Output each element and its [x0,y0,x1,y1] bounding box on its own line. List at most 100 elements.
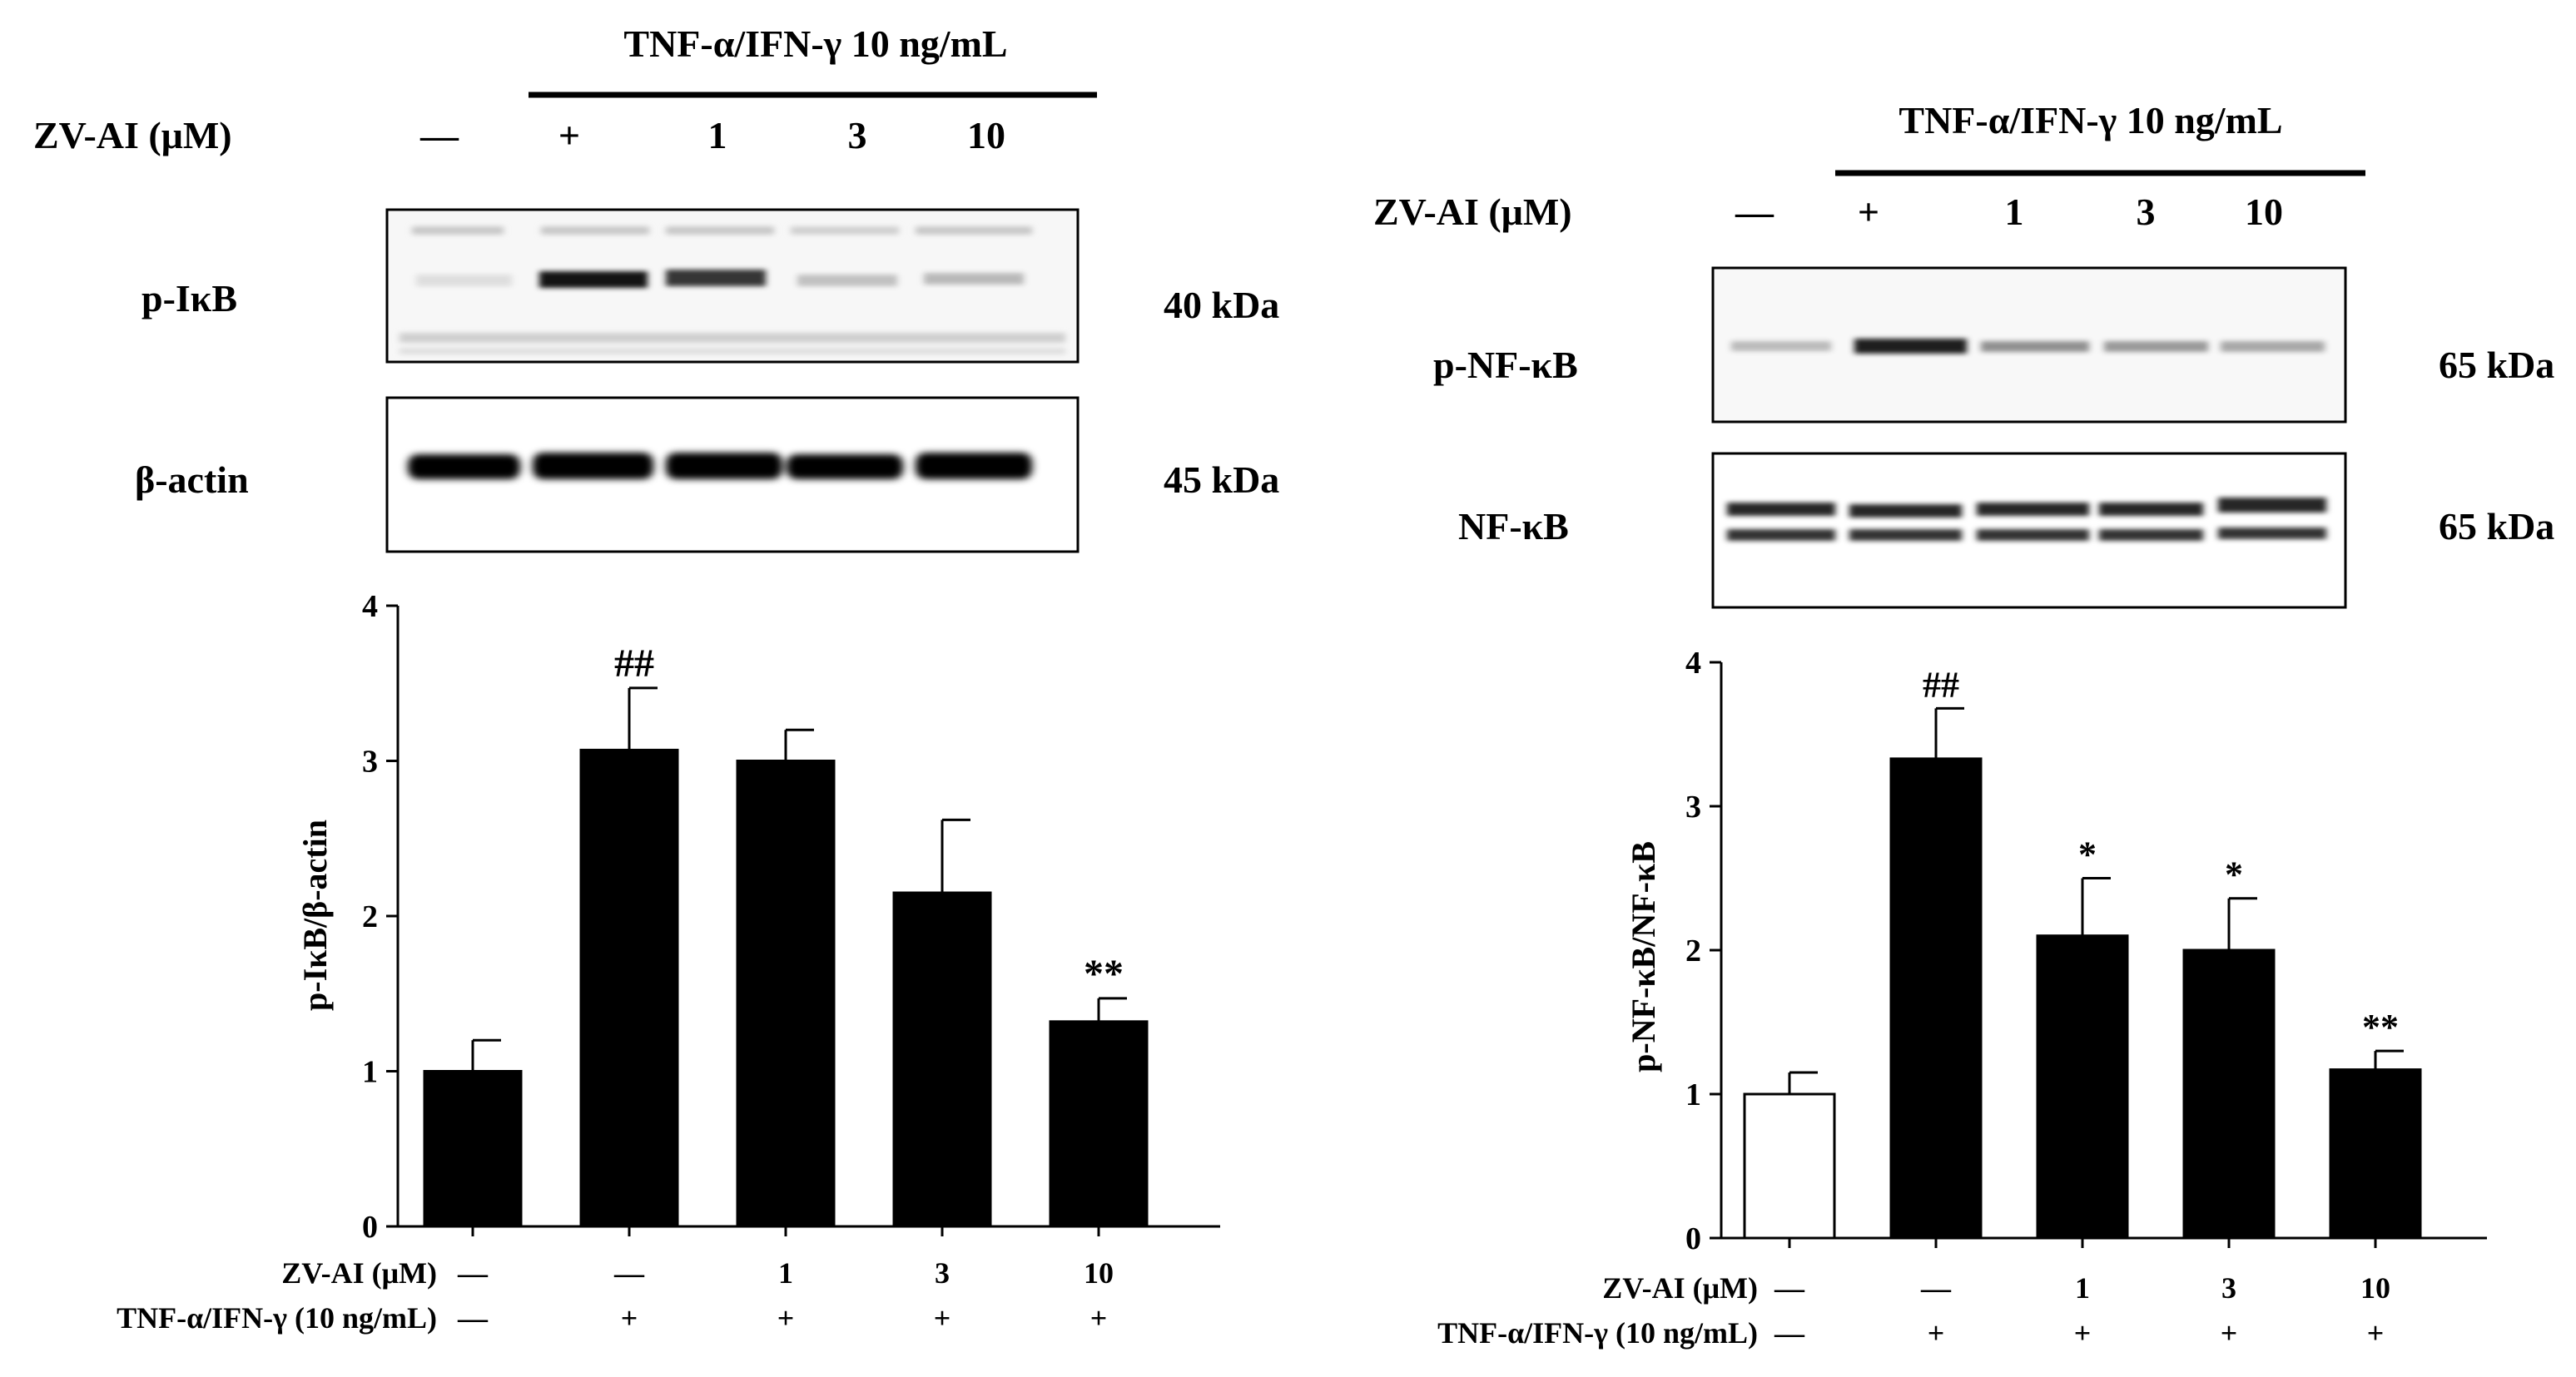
lane-label: 3 [848,114,867,156]
y-axis-label: p-NF-κB/NF-κB [1625,841,1662,1072]
significance-label: ## [1923,664,1959,705]
blot-size-beta-actin: 45 kDa [1164,458,1279,501]
band-p-ikb-lane-1 [416,275,512,286]
band-beta-actin-lane-5 [916,453,1032,479]
table-cell: 1 [778,1256,793,1290]
lane-label: — [419,114,459,156]
y-tick-label: 4 [362,589,378,624]
table-row-label: TNF-α/IFN-γ (10 ng/mL) [1437,1316,1758,1350]
table-cell: 3 [935,1256,950,1290]
band-beta-actin-lane-2 [533,453,653,479]
blot-panel-left: TNF-α/IFN-γ 10 ng/mL ZV-AI (μM) — + 1 3 … [33,22,1279,553]
table-cell: + [2074,1316,2092,1350]
table-cell: — [457,1256,489,1290]
band-beta-actin-lane-4 [787,454,903,479]
y-tick-label: 0 [1685,1221,1701,1256]
bar-chart-p-nfkb: p-NF-κB/NF-κB 0 1 2 3 4 — — ## — + * 1 + * 3 + ** 10 + ZV-… [1437,646,2487,1350]
band-nfkb-lane-3 [1977,503,2089,516]
band-p-nfkb-lane-2 [1854,339,1967,354]
band-p-nfkb-lane-5 [2221,341,2325,352]
table-cell: — [1774,1316,1805,1350]
band-nfkb-lane-5 [2218,498,2326,513]
significance-label: ## [614,641,654,686]
bar [2036,934,2129,1240]
blot-label-p-ikb: p-IκB [141,277,237,319]
band-p-ikb-lane-2 [539,271,648,288]
band-beta-actin-lane-1 [408,454,520,479]
lane-label: 10 [967,114,1005,156]
table-cell: + [1928,1316,1945,1350]
table-cell: 10 [1084,1256,1114,1290]
table-cell: + [777,1301,795,1335]
table-cell: 1 [2075,1271,2090,1305]
bar-chart-p-ikb: p-IκB/β-actin 0 1 2 3 4 — — ## — +1 +3 + ** 10 + ZV-AI… [117,589,1220,1335]
table-cell: + [621,1301,638,1335]
lane-label: 1 [2005,191,2024,233]
blot-bands-p-ikb [400,226,1065,354]
band-nfkb-lane-1 [1727,503,1835,516]
y-tick-label: 0 [362,1210,378,1245]
band-nfkb-lane-4 [2099,503,2203,516]
band-beta-actin-lane-3 [666,453,782,479]
bar [1889,757,1983,1240]
zv-ai-row-label: ZV-AI (μM) [33,114,232,156]
table-cell: — [613,1256,645,1290]
bar [2329,1068,2422,1240]
lane-label: 10 [2245,191,2283,233]
band-nfkb-lane-2 [1849,504,1962,518]
blot-band-row [416,270,1024,288]
y-tick-label: 3 [362,745,378,780]
lane-label: 1 [708,114,727,156]
table-cell: — [1774,1271,1805,1305]
band-p-ikb-lane-4 [797,275,897,286]
y-tick-label: 1 [362,1055,378,1090]
table-cell: — [1920,1271,1952,1305]
blot-size-p-ikb: 40 kDa [1164,284,1279,326]
lane-label: + [558,114,580,156]
blot-size-p-nfkb: 65 kDa [2439,344,2554,386]
blot-label-p-nfkb: p-NF-κB [1433,344,1578,386]
y-tick-label: 2 [1685,934,1701,968]
blot-label-nfkb: NF-κB [1458,505,1569,547]
blot-band-row [1727,498,2326,541]
significance-label: ** [1084,952,1124,996]
y-tick-label: 3 [1685,790,1701,825]
blot-label-beta-actin: β-actin [135,458,249,501]
bar [2182,949,2276,1240]
blot-band-row [1731,339,2325,354]
band-p-nfkb-lane-4 [2104,341,2208,352]
table-cell: 10 [2360,1271,2390,1305]
bar [736,760,836,1228]
blot-panel-right: TNF-α/IFN-γ 10 ng/mL ZV-AI (μM) — + 1 3 … [1373,99,2554,609]
bar [892,891,992,1228]
bar [1743,1092,1836,1240]
table-row-label: TNF-α/IFN-γ (10 ng/mL) [117,1301,437,1335]
y-tick-label: 1 [1685,1077,1701,1112]
zv-ai-row-label: ZV-AI (μM) [1373,191,1572,233]
table-cell: + [2221,1316,2238,1350]
y-axis-label: p-IκB/β-actin [296,820,334,1011]
blot-band-row [408,453,1032,479]
y-tick-label: 4 [1685,646,1701,681]
bar [579,748,679,1228]
y-tick-label: 2 [362,899,378,934]
treatment-header: TNF-α/IFN-γ 10 ng/mL [623,22,1007,65]
band-p-ikb-lane-3 [666,270,766,286]
lane-label: 3 [2137,191,2156,233]
significance-label: * [2078,835,2097,875]
table-cell: + [1090,1301,1108,1335]
blot-size-nfkb: 65 kDa [2439,505,2554,547]
significance-label: ** [2362,1007,2399,1048]
band-p-nfkb-lane-3 [1981,341,2089,352]
table-row-label: ZV-AI (μM) [281,1256,437,1290]
significance-label: * [2225,854,2243,895]
table-cell: + [934,1301,951,1335]
bar [1049,1020,1149,1228]
table-cell: 3 [2221,1271,2236,1305]
bar [423,1070,523,1228]
table-cell: — [457,1301,489,1335]
lane-label: — [1735,191,1774,233]
lane-label: + [1858,191,1879,233]
band-p-nfkb-lane-1 [1731,341,1831,351]
